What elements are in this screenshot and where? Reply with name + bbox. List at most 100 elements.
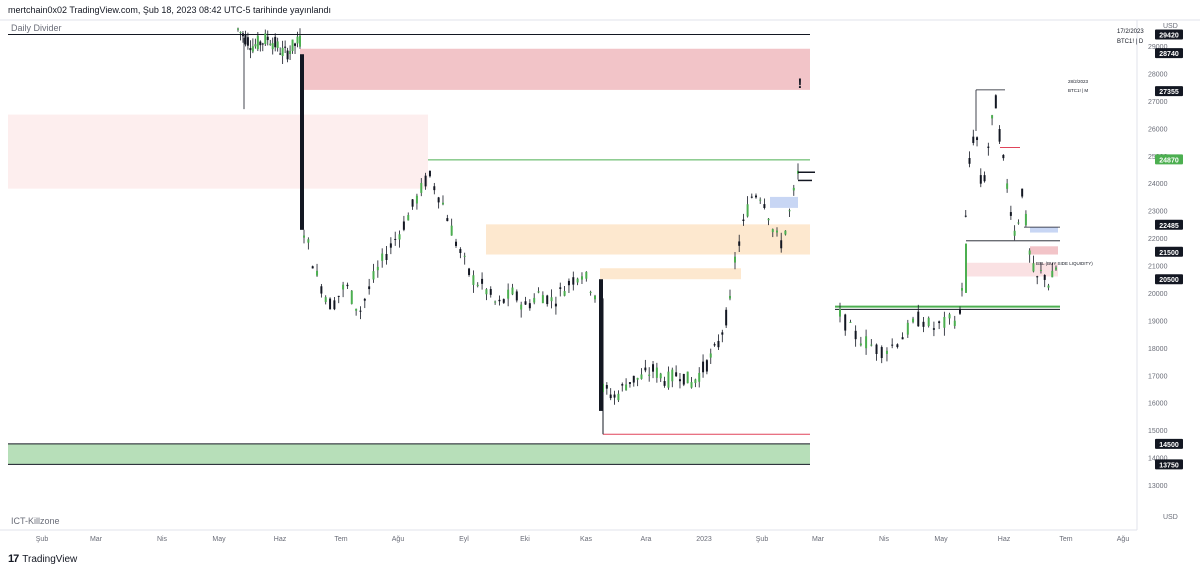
candle-body bbox=[402, 221, 405, 230]
y-tick-label: 20000 bbox=[1148, 291, 1168, 298]
inset-candle-body bbox=[859, 343, 862, 346]
x-tick-label: Haz bbox=[274, 536, 287, 543]
candle-body bbox=[433, 186, 436, 191]
candle-body bbox=[415, 195, 418, 204]
symbol-label: BTC1! | D bbox=[1117, 39, 1144, 45]
inset-candles bbox=[839, 94, 1057, 364]
y-tick-label: 27000 bbox=[1148, 99, 1168, 106]
inset-candle-body bbox=[998, 128, 1001, 142]
candle-body bbox=[286, 50, 289, 60]
tradingview-logo[interactable]: 17 TradingView bbox=[8, 553, 77, 565]
inset-candle-body bbox=[1009, 212, 1012, 216]
inset-candle-body bbox=[865, 336, 868, 349]
candle-body bbox=[652, 364, 655, 372]
candle-body bbox=[541, 295, 544, 304]
inset-candle-body bbox=[880, 347, 883, 359]
candle-body bbox=[738, 241, 741, 246]
zone-fvg bbox=[486, 224, 810, 255]
y-tick-label: 15000 bbox=[1148, 428, 1168, 435]
candle-body bbox=[792, 187, 795, 191]
candle-body bbox=[296, 36, 299, 44]
candle-body bbox=[671, 369, 674, 382]
price-label: 27355 bbox=[1155, 86, 1183, 97]
published-info: mertchain0x02 TradingView.com, Şub 18, 2… bbox=[8, 5, 332, 15]
candle-body bbox=[291, 39, 294, 51]
inset-candle-body bbox=[991, 115, 994, 119]
candle-body bbox=[520, 304, 523, 310]
candle-body bbox=[705, 360, 708, 372]
zone-fvg bbox=[600, 268, 741, 280]
candle-body bbox=[254, 44, 257, 47]
inset-symbol-label: BTC1! | M bbox=[1068, 88, 1088, 93]
candle-body bbox=[271, 43, 274, 50]
candle-body bbox=[394, 238, 397, 240]
candle-body bbox=[241, 33, 244, 37]
candle-body bbox=[424, 175, 427, 187]
candle-body bbox=[311, 266, 314, 269]
y-tick-label: 14000 bbox=[1148, 456, 1168, 463]
candle-body bbox=[771, 229, 774, 233]
candle-body bbox=[316, 270, 319, 276]
price-label: 28740 bbox=[1155, 48, 1183, 59]
candle-body bbox=[678, 379, 681, 382]
candle-body bbox=[237, 28, 239, 30]
candle-body bbox=[249, 48, 252, 51]
candle-body bbox=[398, 234, 401, 240]
inset-annotation: BSL (BUY SIDE LIQUIDITY) bbox=[1036, 261, 1093, 266]
candle-body bbox=[385, 253, 388, 260]
inset-candle-body bbox=[1028, 250, 1031, 255]
price-label-bg bbox=[1155, 246, 1183, 257]
price-label-bg bbox=[1155, 86, 1183, 97]
candle-body bbox=[511, 287, 514, 295]
candle-body bbox=[244, 34, 247, 45]
zone-demand bbox=[8, 443, 810, 465]
candle-body bbox=[694, 379, 697, 384]
y-tick-label: 16000 bbox=[1148, 401, 1168, 408]
candle-body bbox=[567, 280, 570, 286]
candle-body bbox=[299, 35, 301, 47]
candle-body bbox=[755, 195, 757, 198]
candle-body bbox=[537, 291, 540, 293]
price-label-bg bbox=[1155, 219, 1183, 230]
candle-body bbox=[621, 384, 624, 386]
footer: 17 TradingView bbox=[0, 550, 1200, 570]
inset-candle-body bbox=[875, 344, 878, 355]
candle-body bbox=[628, 382, 631, 384]
candle-body bbox=[667, 371, 670, 388]
candle-body bbox=[594, 295, 596, 300]
candle-body bbox=[489, 289, 492, 295]
candle-body bbox=[524, 301, 527, 305]
inset-candle-body bbox=[870, 344, 873, 346]
candle-body bbox=[767, 218, 770, 221]
candle-body bbox=[721, 332, 724, 335]
candle-body bbox=[256, 35, 259, 50]
candle-body bbox=[572, 277, 575, 285]
price-label: 24870 bbox=[1155, 154, 1183, 165]
candle-body bbox=[554, 303, 557, 307]
price-label-text: 22485 bbox=[1159, 223, 1179, 230]
candle-body bbox=[350, 290, 353, 304]
candle-body bbox=[515, 291, 518, 301]
candle-body bbox=[725, 309, 728, 326]
candle-body bbox=[605, 385, 608, 389]
inset-candle-body bbox=[961, 288, 963, 291]
candle-body bbox=[281, 47, 284, 57]
inset-candle-body bbox=[972, 136, 975, 143]
candle-body bbox=[320, 286, 323, 294]
price-label-bg bbox=[1155, 274, 1183, 285]
candle-body bbox=[546, 295, 549, 305]
candle-body bbox=[750, 196, 753, 198]
price-label-bg bbox=[1155, 438, 1183, 449]
price-chart[interactable]: 13000 14000 15000 16000 17000 18000 19000 20000… bbox=[0, 0, 1200, 550]
x-tick-label: May bbox=[212, 536, 226, 543]
tradingview-brand: TradingView bbox=[22, 553, 78, 565]
candle-body bbox=[717, 340, 720, 348]
x-tick-label: Ara bbox=[641, 536, 652, 543]
tradingview-logo-icon: 17 bbox=[8, 553, 19, 565]
candle-body bbox=[239, 32, 242, 34]
inset-candle-body bbox=[932, 328, 935, 330]
candle-body bbox=[528, 303, 531, 309]
alert-marker: ! bbox=[798, 75, 803, 91]
y-tick-label: 29000 bbox=[1148, 44, 1168, 51]
x-tick-label: Tem bbox=[334, 536, 347, 543]
